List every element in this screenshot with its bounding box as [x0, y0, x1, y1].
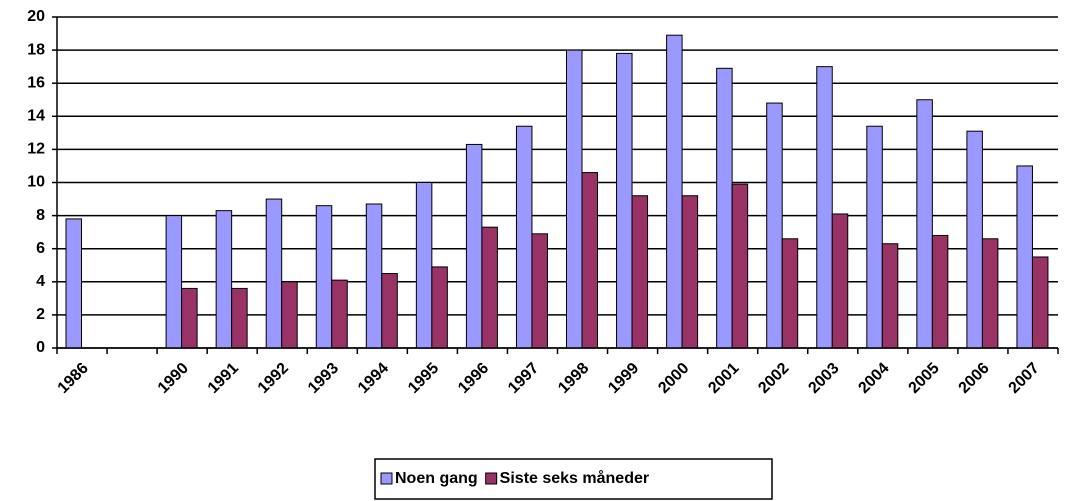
bar: [415, 182, 433, 349]
y-tick-label: 2: [36, 306, 45, 323]
legend-label: Noen gang: [395, 470, 478, 487]
bar: [616, 52, 633, 349]
bar: [531, 233, 548, 349]
x-tick-label: 2004: [855, 360, 892, 397]
bar: [281, 281, 298, 349]
x-tick-label: 2007: [1006, 360, 1043, 397]
x-tick-label: 1992: [255, 360, 292, 397]
bar: [181, 287, 198, 349]
legend-label: Siste seks måneder: [500, 469, 649, 487]
bar: [881, 243, 899, 349]
bar: [631, 195, 649, 349]
bar: [966, 130, 983, 349]
bar: [315, 205, 333, 349]
x-tick-label: 1998: [555, 360, 592, 397]
legend-swatch: [485, 472, 498, 485]
bar: [666, 34, 683, 349]
y-tick-label: 20: [27, 8, 45, 25]
y-tick-label: 0: [36, 339, 45, 356]
bar: [816, 66, 833, 349]
bar: [215, 210, 233, 349]
bar: [866, 125, 883, 349]
bar: [515, 125, 533, 349]
x-tick-label: 2003: [805, 360, 842, 397]
bar: [916, 99, 933, 349]
y-tick-label: 12: [27, 141, 45, 158]
bar: [65, 218, 82, 349]
bar: [566, 49, 583, 349]
x-tick-label: 2002: [755, 360, 792, 397]
bar: [931, 234, 949, 349]
x-tick-label: 2005: [905, 360, 942, 397]
y-tick-label: 16: [27, 74, 45, 91]
x-tick-label: 1990: [155, 360, 192, 397]
bar: [465, 143, 483, 349]
y-tick-label: 18: [27, 41, 45, 58]
x-tick-label: 1999: [605, 360, 642, 397]
bar: [231, 287, 248, 349]
bar: [781, 238, 799, 349]
bar: [981, 238, 999, 349]
x-tick-label: 1993: [305, 360, 342, 397]
legend-swatch: [380, 472, 393, 485]
y-tick-label: 8: [36, 207, 45, 224]
y-tick-label: 6: [36, 240, 45, 257]
x-tick-label: 2000: [655, 360, 692, 397]
y-tick-label: 10: [27, 174, 45, 191]
legend-box: [374, 458, 773, 500]
bar: [681, 195, 699, 349]
x-tick-label: 1994: [355, 360, 392, 397]
bar: [831, 213, 849, 349]
bar: [766, 102, 783, 349]
x-tick-label: 2006: [956, 360, 993, 397]
bar: [581, 172, 598, 349]
bar: [731, 183, 749, 349]
bar: [716, 67, 733, 349]
x-tick-label: 2001: [705, 360, 742, 397]
y-tick-label: 4: [36, 273, 45, 290]
bar: [165, 215, 183, 349]
bar: [365, 203, 383, 349]
bar: [1016, 165, 1033, 349]
bar: [431, 266, 448, 349]
x-tick-label: 1997: [505, 360, 542, 397]
bar: [331, 279, 348, 349]
x-tick-label: 1996: [455, 360, 492, 397]
bar: [481, 226, 498, 349]
bar: [265, 198, 283, 349]
x-tick-label: 1991: [205, 360, 242, 397]
y-tick-label: 14: [27, 108, 45, 125]
x-tick-label: 1986: [55, 360, 92, 397]
bar: [381, 273, 398, 349]
bar: [1031, 256, 1049, 349]
x-tick-label: 1995: [405, 360, 442, 397]
